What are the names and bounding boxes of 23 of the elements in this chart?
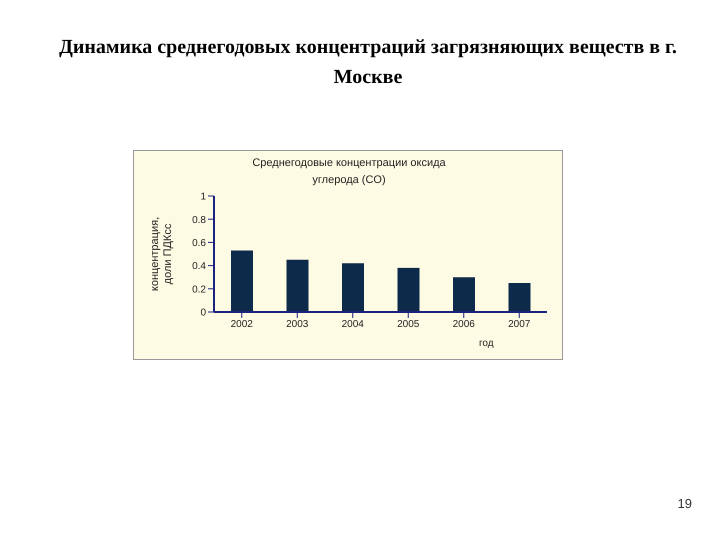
y-tick-label: 0.4: [192, 261, 206, 272]
y-tick-label: 0: [200, 308, 206, 319]
y-axis-title: концентрация, доли ПДКсс: [149, 216, 174, 292]
y-tick-label: 0.6: [192, 238, 206, 249]
chart-subtitle: Среднегодовые концентрации оксида углерода (CO): [251, 156, 447, 188]
bar: [453, 277, 475, 312]
bar: [342, 263, 364, 312]
y-tick-label: 0.8: [192, 214, 206, 226]
bar: [398, 268, 420, 312]
x-tick-label: 2007: [508, 319, 531, 330]
x-axis-title: год: [479, 338, 494, 349]
chart-title: Динамика среднегодовых концентраций загрязняющих веществ в г. Москве: [58, 35, 678, 90]
bar: [286, 260, 308, 312]
x-tick-label: 2006: [452, 319, 476, 330]
x-tick-label: 2002: [230, 319, 254, 330]
y-tick-label: 0.2: [192, 284, 206, 296]
x-tick-label: 2003: [286, 319, 309, 330]
bar: [231, 250, 253, 312]
x-tick-label: 2005: [397, 319, 420, 330]
bar: [508, 283, 530, 312]
y-tick-label: 1: [200, 192, 206, 203]
text: 19: [678, 496, 692, 511]
x-tick-label: 2004: [342, 319, 364, 330]
